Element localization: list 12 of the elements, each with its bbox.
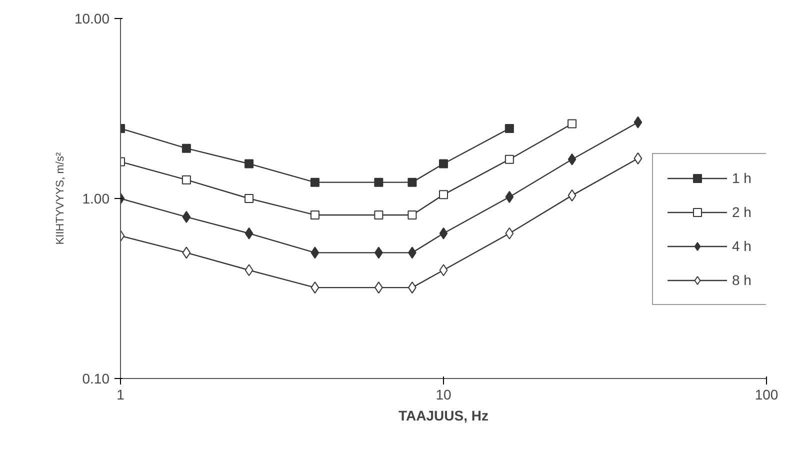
legend-label: 1 h [732, 170, 752, 186]
y-axis-title: KIIHTYVYYS, m/s² [54, 152, 66, 245]
x-axis-title: TAAJUUS, Hz [398, 408, 488, 424]
y-tick-label: 0.10 [82, 370, 110, 386]
legend-label: 4 h [732, 238, 752, 254]
x-tick-label: 1 [116, 386, 125, 402]
y-tick-label: 10.00 [74, 10, 110, 26]
y-tick-label: 1.00 [82, 190, 110, 206]
x-tick-label: 100 [754, 386, 778, 402]
legend-label: 2 h [732, 204, 752, 220]
legend-label: 8 h [732, 272, 752, 288]
x-tick-label: 10 [436, 386, 452, 402]
